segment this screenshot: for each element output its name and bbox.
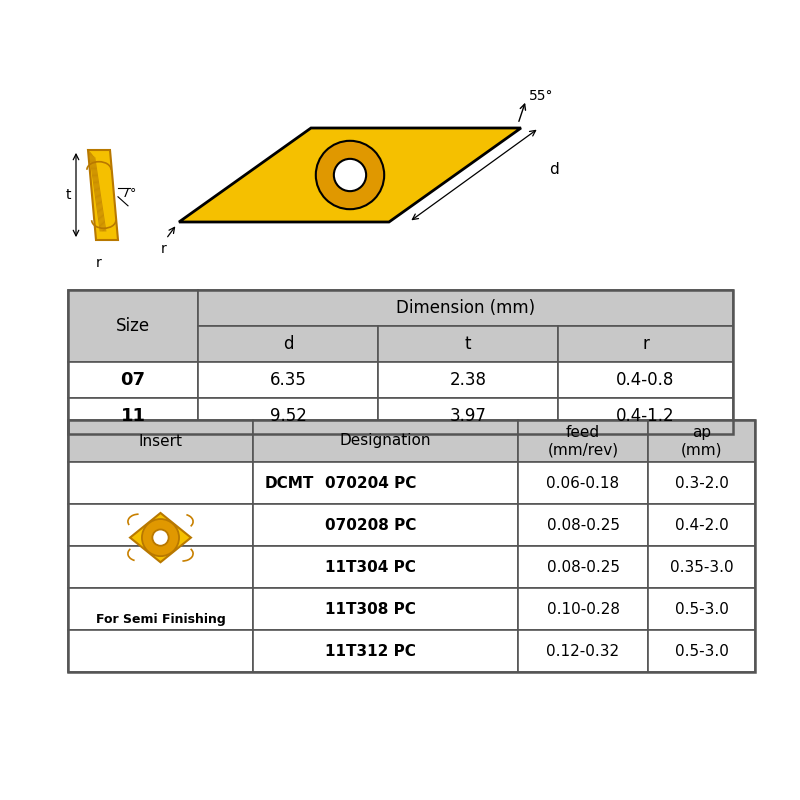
- Text: Size: Size: [116, 317, 150, 335]
- Bar: [253, 462, 518, 504]
- Text: 0.4-1.2: 0.4-1.2: [616, 407, 675, 425]
- Text: 0.3-2.0: 0.3-2.0: [674, 475, 729, 490]
- Polygon shape: [88, 150, 118, 240]
- Text: 0.10-0.28: 0.10-0.28: [546, 602, 619, 617]
- Text: 0.4-2.0: 0.4-2.0: [674, 518, 728, 533]
- Text: Insert: Insert: [138, 434, 182, 449]
- Text: r: r: [96, 256, 102, 270]
- Bar: [378, 326, 558, 362]
- Polygon shape: [130, 513, 191, 562]
- Text: 11: 11: [121, 407, 146, 425]
- Bar: [378, 362, 558, 398]
- Bar: [253, 546, 518, 588]
- Text: 0.08-0.25: 0.08-0.25: [546, 559, 619, 574]
- Text: 9.52: 9.52: [270, 407, 306, 425]
- Text: 55°: 55°: [529, 89, 554, 103]
- Text: 11T304 PC: 11T304 PC: [325, 559, 416, 574]
- Bar: [518, 546, 648, 588]
- Bar: [68, 504, 253, 546]
- Bar: [648, 546, 755, 588]
- Bar: [68, 630, 253, 672]
- Bar: [518, 630, 648, 672]
- Bar: [68, 362, 198, 398]
- Text: ap
(mm): ap (mm): [681, 425, 722, 457]
- Text: 0.4-0.8: 0.4-0.8: [616, 371, 674, 389]
- Bar: [68, 290, 198, 362]
- Text: d: d: [282, 335, 294, 353]
- Bar: [68, 290, 733, 434]
- Bar: [518, 588, 648, 630]
- Bar: [518, 504, 648, 546]
- Bar: [253, 420, 518, 462]
- Bar: [518, 462, 648, 504]
- Text: DCMT: DCMT: [265, 475, 314, 490]
- Bar: [558, 326, 733, 362]
- Bar: [68, 588, 253, 630]
- Text: r: r: [161, 242, 167, 256]
- Text: 0.12-0.32: 0.12-0.32: [546, 643, 619, 658]
- Text: 0.5-3.0: 0.5-3.0: [674, 643, 729, 658]
- Bar: [198, 362, 378, 398]
- Bar: [198, 326, 378, 362]
- Text: 070204 PC: 070204 PC: [325, 475, 416, 490]
- Text: r: r: [642, 335, 649, 353]
- Text: t: t: [66, 188, 70, 202]
- Bar: [378, 398, 558, 434]
- Bar: [648, 420, 755, 462]
- Bar: [68, 546, 253, 588]
- Text: feed
(mm/rev): feed (mm/rev): [547, 425, 618, 457]
- Circle shape: [142, 519, 179, 556]
- Bar: [68, 420, 755, 672]
- Bar: [253, 630, 518, 672]
- Text: 0.08-0.25: 0.08-0.25: [546, 518, 619, 533]
- Bar: [68, 420, 253, 462]
- Bar: [648, 630, 755, 672]
- Bar: [648, 504, 755, 546]
- Bar: [648, 588, 755, 630]
- Text: 0.5-3.0: 0.5-3.0: [674, 602, 729, 617]
- Bar: [253, 588, 518, 630]
- Text: Dimension (mm): Dimension (mm): [396, 299, 535, 317]
- Bar: [518, 420, 648, 462]
- Bar: [198, 290, 733, 326]
- Circle shape: [316, 141, 384, 210]
- Text: 3.97: 3.97: [450, 407, 486, 425]
- Text: 11T312 PC: 11T312 PC: [325, 643, 416, 658]
- Text: 2.38: 2.38: [450, 371, 486, 389]
- Text: 6.35: 6.35: [270, 371, 306, 389]
- Bar: [68, 398, 198, 434]
- Text: 07: 07: [121, 371, 146, 389]
- Polygon shape: [179, 128, 521, 222]
- Bar: [558, 362, 733, 398]
- Bar: [68, 462, 253, 504]
- Circle shape: [152, 530, 169, 546]
- Bar: [648, 462, 755, 504]
- Text: For Semi Finishing: For Semi Finishing: [96, 613, 226, 626]
- Text: Designation: Designation: [340, 434, 431, 449]
- Text: 070208 PC: 070208 PC: [325, 518, 416, 533]
- Text: d: d: [549, 162, 558, 178]
- Text: 0.35-3.0: 0.35-3.0: [670, 559, 734, 574]
- Circle shape: [334, 159, 366, 191]
- Text: 0.06-0.18: 0.06-0.18: [546, 475, 619, 490]
- Text: t: t: [465, 335, 471, 353]
- Bar: [198, 398, 378, 434]
- Text: 7°: 7°: [122, 186, 136, 200]
- Bar: [558, 398, 733, 434]
- Text: 11T308 PC: 11T308 PC: [325, 602, 416, 617]
- Bar: [253, 504, 518, 546]
